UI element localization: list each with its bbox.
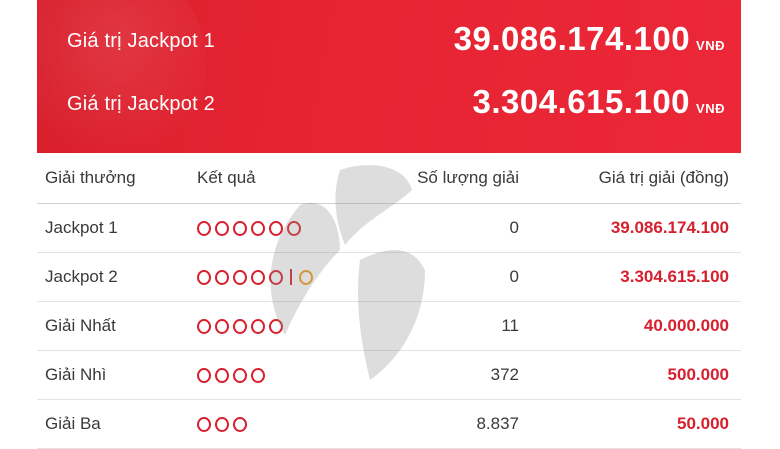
prize-name: Giải Ba — [45, 414, 101, 433]
ball-icon — [233, 416, 247, 432]
table-row: Jackpot 2 0 3.304.615.100 — [37, 253, 741, 302]
ball-icon — [269, 269, 283, 285]
ball-icon — [233, 318, 247, 334]
jackpot-1-row: Giá trị Jackpot 1 39.086.174.100 VNĐ — [37, 16, 741, 66]
prize-count: 372 — [490, 365, 519, 384]
prize-name: Jackpot 2 — [45, 267, 118, 286]
jackpot-1-label: Giá trị Jackpot 1 — [67, 30, 215, 52]
result-balls — [197, 351, 265, 399]
result-balls — [197, 302, 283, 350]
prize-value: 39.086.174.100 — [610, 218, 729, 237]
prize-name: Giải Nhì — [45, 365, 107, 384]
ball-icon — [269, 220, 283, 236]
jackpot-2-row: Giá trị Jackpot 2 3.304.615.100 VNĐ — [37, 79, 741, 129]
result-balls — [197, 253, 313, 301]
prize-value: 500.000 — [667, 365, 729, 384]
ball-icon — [233, 367, 247, 383]
ball-icon — [233, 220, 247, 236]
header-prize: Giải thưởng — [45, 168, 136, 187]
prize-count: 11 — [501, 316, 519, 335]
ball-icon — [197, 318, 211, 334]
ball-icon — [251, 220, 265, 236]
ball-icon — [215, 318, 229, 334]
prize-name: Giải Nhất — [45, 316, 116, 335]
prize-value: 50.000 — [677, 414, 729, 433]
header-value: Giá trị giải (đồng) — [598, 168, 729, 187]
separator — [290, 269, 292, 285]
prize-count: 8.837 — [476, 414, 519, 433]
ball-icon — [215, 220, 229, 236]
result-balls — [197, 204, 301, 252]
jackpot-2-unit: VNĐ — [696, 101, 725, 116]
header-decoration — [37, 0, 207, 153]
table-row: Giải Nhì 372 500.000 — [37, 351, 741, 400]
prize-value: 3.304.615.100 — [620, 267, 729, 286]
jackpot-header: Giá trị Jackpot 1 39.086.174.100 VNĐ Giá… — [37, 0, 741, 153]
header-result: Kết quả — [197, 168, 256, 187]
jackpot-1-value: 39.086.174.100 VNĐ — [454, 20, 725, 58]
ball-icon — [251, 269, 265, 285]
special-ball-icon — [299, 269, 313, 285]
ball-icon — [215, 269, 229, 285]
ball-icon — [233, 269, 247, 285]
ball-icon — [215, 416, 229, 432]
jackpot-1-unit: VNĐ — [696, 38, 725, 53]
ball-icon — [215, 367, 229, 383]
ball-icon — [251, 367, 265, 383]
ball-icon — [197, 220, 211, 236]
ball-icon — [269, 318, 283, 334]
prize-name: Jackpot 1 — [45, 218, 118, 237]
ball-icon — [197, 269, 211, 285]
prize-value: 40.000.000 — [643, 316, 729, 335]
table-header-row: Giải thưởng Kết quả Số lượng giải Giá tr… — [37, 153, 741, 204]
jackpot-1-amount: 39.086.174.100 — [453, 20, 691, 57]
table-row: Giải Ba 8.837 50.000 — [37, 400, 741, 449]
header-count: Số lượng giải — [417, 168, 519, 187]
ball-icon — [287, 220, 301, 236]
table-row: Jackpot 1 0 39.086.174.100 — [37, 204, 741, 253]
prize-table: Giải thưởng Kết quả Số lượng giải Giá tr… — [37, 153, 741, 449]
prize-count: 0 — [509, 267, 519, 286]
ball-icon — [251, 318, 265, 334]
jackpot-2-label: Giá trị Jackpot 2 — [67, 93, 215, 115]
result-balls — [197, 400, 247, 448]
table-row: Giải Nhất 11 40.000.000 — [37, 302, 741, 351]
ball-icon — [197, 416, 211, 432]
ball-icon — [197, 367, 211, 383]
jackpot-2-amount: 3.304.615.100 — [472, 83, 691, 120]
prize-count: 0 — [509, 218, 519, 237]
jackpot-2-value: 3.304.615.100 VNĐ — [473, 83, 726, 121]
